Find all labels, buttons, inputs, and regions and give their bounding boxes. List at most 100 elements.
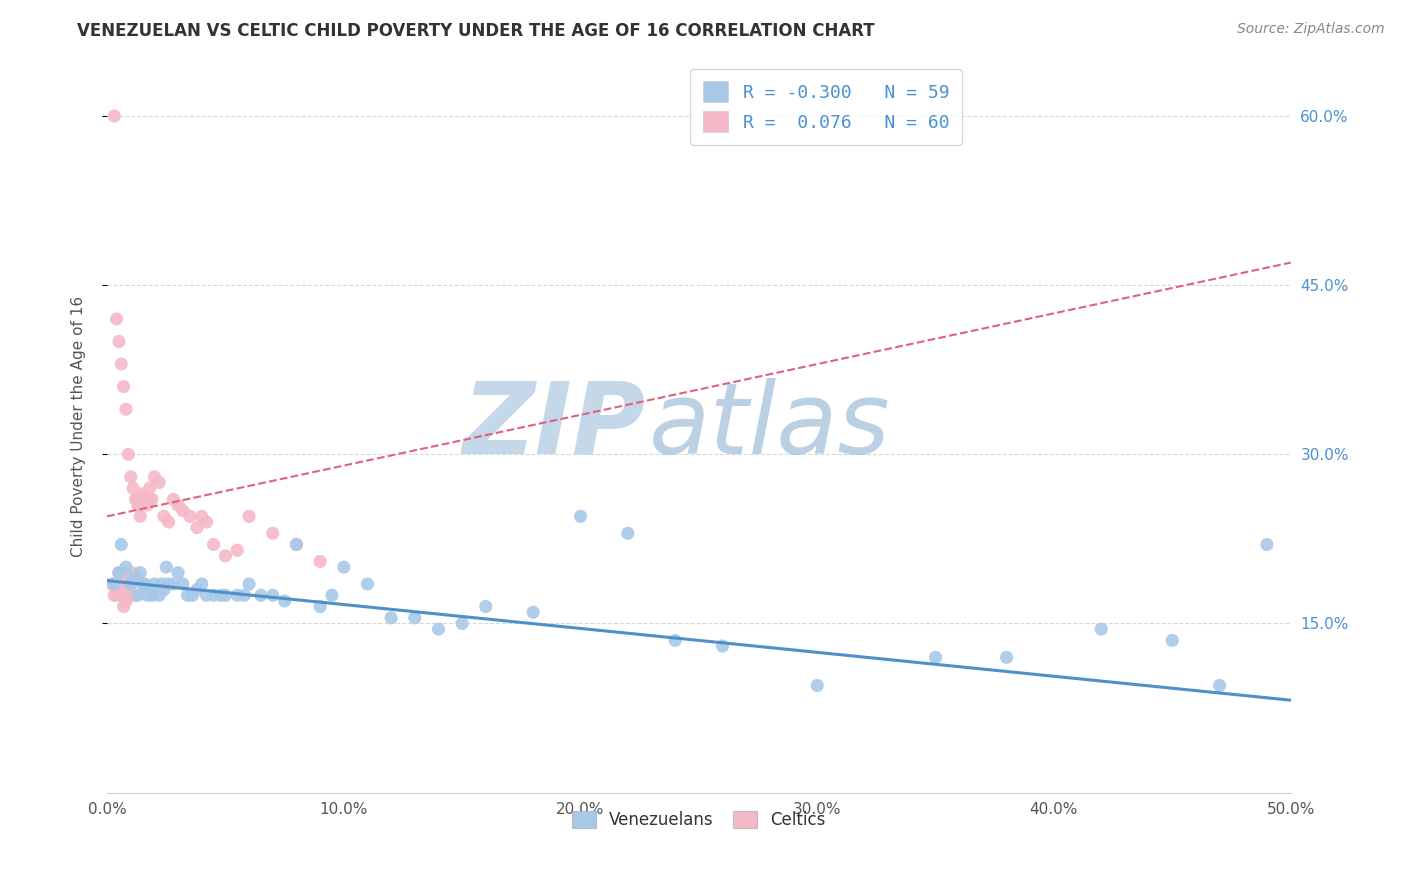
Point — [186, 582, 208, 597]
Point — [285, 537, 308, 551]
Point — [129, 498, 152, 512]
Point — [172, 577, 194, 591]
Text: ZIP: ZIP — [463, 377, 645, 475]
Point — [522, 605, 544, 619]
Point — [285, 537, 308, 551]
Point — [112, 379, 135, 393]
Point — [195, 515, 218, 529]
Point — [141, 588, 163, 602]
Point — [262, 526, 284, 541]
Point — [127, 498, 149, 512]
Point — [209, 588, 232, 602]
Point — [167, 566, 190, 580]
Point — [1208, 679, 1230, 693]
Point — [122, 566, 145, 580]
Point — [110, 588, 132, 602]
Point — [1161, 633, 1184, 648]
Point — [162, 577, 184, 591]
Point — [105, 312, 128, 326]
Point — [262, 588, 284, 602]
Point — [202, 537, 225, 551]
Point — [136, 588, 159, 602]
Point — [179, 509, 201, 524]
Point — [122, 588, 145, 602]
Point — [127, 492, 149, 507]
Point — [141, 492, 163, 507]
Point — [190, 577, 212, 591]
Point — [214, 549, 236, 563]
Point — [167, 498, 190, 512]
Point — [617, 526, 640, 541]
Point — [124, 571, 146, 585]
Point — [115, 577, 138, 591]
Point — [131, 487, 153, 501]
Point — [190, 509, 212, 524]
Point — [136, 498, 159, 512]
Point — [108, 577, 131, 591]
Point — [238, 509, 260, 524]
Point — [108, 566, 131, 580]
Point — [103, 577, 125, 591]
Point — [131, 577, 153, 591]
Point — [124, 571, 146, 585]
Point — [143, 577, 166, 591]
Point — [129, 566, 152, 580]
Point — [427, 622, 450, 636]
Point — [309, 599, 332, 614]
Point — [122, 481, 145, 495]
Point — [157, 577, 180, 591]
Point — [117, 588, 139, 602]
Point — [117, 447, 139, 461]
Point — [250, 588, 273, 602]
Point — [214, 588, 236, 602]
Point — [112, 599, 135, 614]
Point — [153, 582, 176, 597]
Point — [150, 577, 173, 591]
Point — [226, 543, 249, 558]
Point — [129, 509, 152, 524]
Text: VENEZUELAN VS CELTIC CHILD POVERTY UNDER THE AGE OF 16 CORRELATION CHART: VENEZUELAN VS CELTIC CHILD POVERTY UNDER… — [77, 22, 875, 40]
Point — [238, 577, 260, 591]
Point — [1256, 537, 1278, 551]
Point — [134, 492, 156, 507]
Point — [138, 492, 160, 507]
Point — [138, 582, 160, 597]
Point — [195, 588, 218, 602]
Point — [321, 588, 343, 602]
Point — [115, 402, 138, 417]
Point — [143, 470, 166, 484]
Point — [155, 560, 177, 574]
Point — [148, 588, 170, 602]
Point — [404, 611, 426, 625]
Point — [995, 650, 1018, 665]
Point — [103, 588, 125, 602]
Point — [664, 633, 686, 648]
Point — [273, 594, 295, 608]
Point — [120, 577, 142, 591]
Point — [380, 611, 402, 625]
Point — [172, 504, 194, 518]
Point — [806, 679, 828, 693]
Point — [131, 492, 153, 507]
Text: Source: ZipAtlas.com: Source: ZipAtlas.com — [1237, 22, 1385, 37]
Point — [108, 566, 131, 580]
Point — [138, 481, 160, 495]
Point — [103, 577, 125, 591]
Legend: Venezuelans, Celtics: Venezuelans, Celtics — [565, 804, 832, 836]
Point — [226, 588, 249, 602]
Point — [451, 616, 474, 631]
Point — [233, 588, 256, 602]
Point — [148, 475, 170, 490]
Point — [124, 588, 146, 602]
Point — [475, 599, 498, 614]
Point — [120, 470, 142, 484]
Point — [162, 492, 184, 507]
Point — [202, 588, 225, 602]
Point — [153, 509, 176, 524]
Y-axis label: Child Poverty Under the Age of 16: Child Poverty Under the Age of 16 — [72, 295, 86, 557]
Point — [176, 588, 198, 602]
Point — [112, 566, 135, 580]
Point — [117, 571, 139, 585]
Point — [356, 577, 378, 591]
Point — [924, 650, 946, 665]
